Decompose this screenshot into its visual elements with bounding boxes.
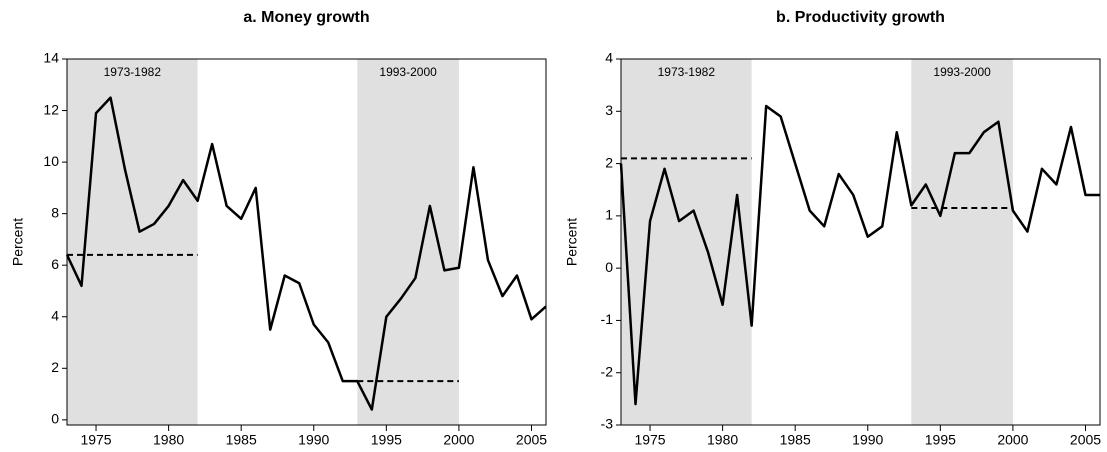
- plot-frame: [620, 58, 1101, 426]
- x-tick-label: 1995: [925, 432, 956, 448]
- y-tick-label: 0: [51, 411, 59, 427]
- shaded-region: [357, 59, 459, 425]
- y-tick-label: 2: [51, 359, 59, 375]
- x-tick-label: 1985: [226, 432, 257, 448]
- y-tick-label: 4: [51, 307, 59, 323]
- y-tick-label: -1: [601, 311, 614, 327]
- y-tick-label: 1: [605, 207, 613, 223]
- y-tick-label: 0: [605, 259, 613, 275]
- region-label: 1973-1982: [658, 65, 716, 79]
- x-tick-label: 1990: [298, 432, 329, 448]
- x-tick-label: 1990: [852, 432, 883, 448]
- region-label: 1973-1982: [104, 65, 162, 79]
- x-tick-label: 1975: [634, 432, 665, 448]
- x-tick-label: 2005: [516, 432, 547, 448]
- x-tick-label: 2005: [1070, 432, 1101, 448]
- y-tick-label: 2: [605, 154, 613, 170]
- data-line: [65, 96, 547, 411]
- x-tick-label: 1980: [153, 432, 184, 448]
- y-tick-label: -2: [601, 363, 614, 379]
- y-tick-label: 4: [605, 50, 613, 66]
- y-tick-label: 14: [43, 50, 59, 66]
- x-tick-label: 1980: [707, 432, 738, 448]
- shaded-region: [911, 59, 1013, 425]
- data-line: [619, 104, 1100, 406]
- x-tick-label: 1975: [80, 432, 111, 448]
- y-tick-label: 10: [43, 153, 59, 169]
- plot-frame: [66, 58, 547, 426]
- y-tick-label: 12: [43, 101, 59, 117]
- shaded-region: [67, 59, 198, 425]
- y-tick-label: 6: [51, 256, 59, 272]
- x-tick-label: 1985: [780, 432, 811, 448]
- x-tick-label: 2000: [997, 432, 1028, 448]
- y-axis-label: Percent: [10, 218, 26, 266]
- x-tick-label: 2000: [443, 432, 474, 448]
- y-tick-label: 3: [605, 102, 613, 118]
- region-label: 1993-2000: [933, 65, 991, 79]
- x-tick-label: 1995: [371, 432, 402, 448]
- y-tick-label: -3: [601, 416, 614, 432]
- chart-title: b. Productivity growth: [776, 9, 945, 26]
- chart-title: a. Money growth: [243, 9, 369, 26]
- y-tick-label: 8: [51, 204, 59, 220]
- y-axis-label: Percent: [564, 218, 580, 266]
- region-label: 1993-2000: [379, 65, 437, 79]
